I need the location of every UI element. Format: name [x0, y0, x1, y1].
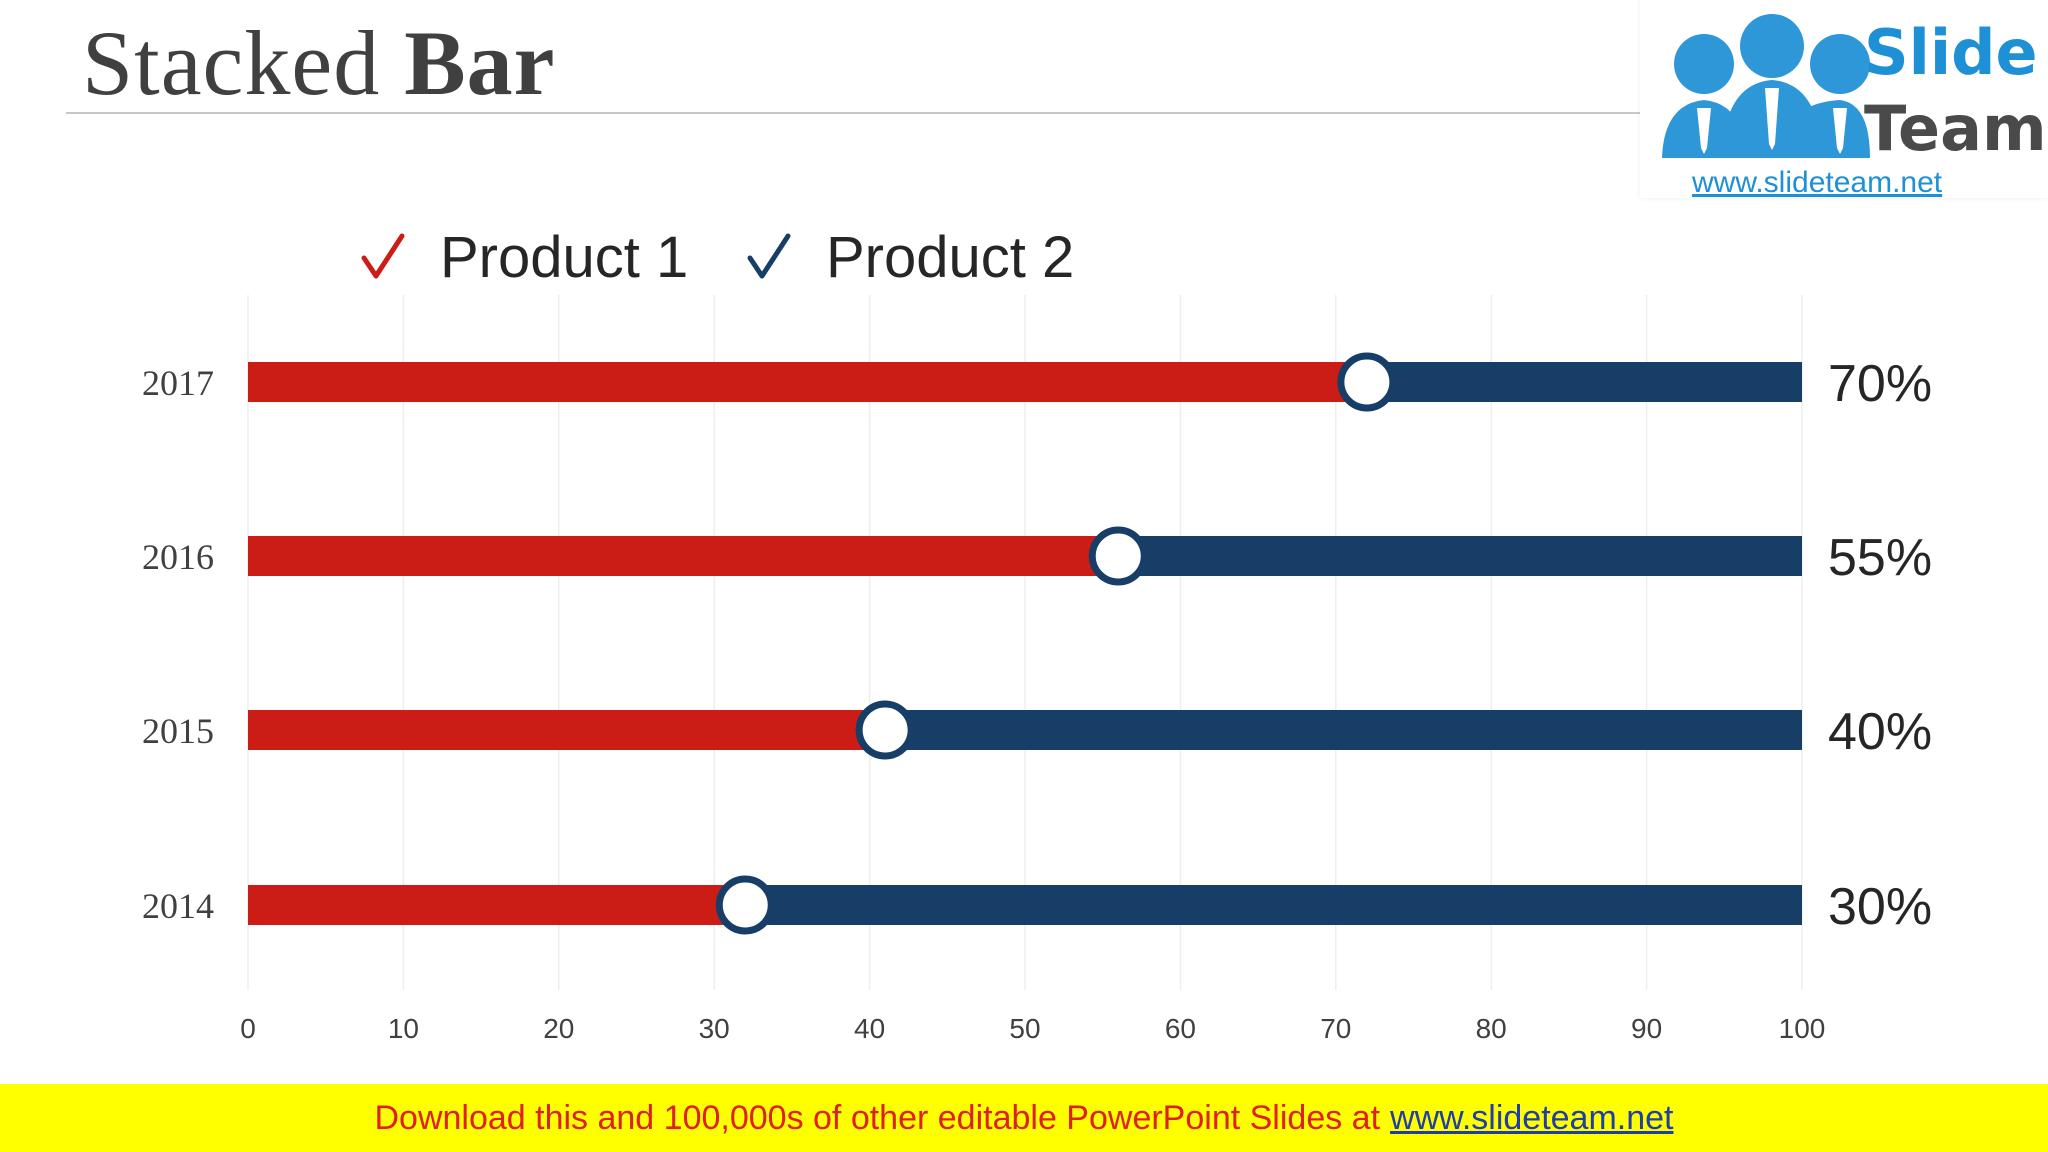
people-icon	[1662, 14, 1870, 158]
chart-legend: Product 1 Product 2	[361, 225, 1074, 290]
bar-marker-2014	[715, 875, 775, 935]
y-axis-label-2017: 2017	[142, 363, 214, 403]
bar-2017-series-2	[1366, 362, 1802, 402]
bar-marker-2015	[855, 700, 915, 760]
data-label-2015: 40%	[1828, 703, 1932, 761]
bar-2014-series-1	[248, 885, 746, 925]
chart-bars: 2017 70% 2016 55% 2015 40% 2014 30%	[142, 352, 1932, 936]
bar-marker-2016	[1088, 526, 1148, 586]
x-tick-label: 100	[1779, 1013, 1826, 1044]
legend-label-series-2: Product 2	[826, 225, 1074, 290]
download-banner: Download this and 100,000s of other edit…	[0, 1084, 2048, 1152]
x-tick-label: 90	[1631, 1013, 1662, 1044]
y-axis-label-2016: 2016	[142, 537, 214, 577]
bar-2016-series-2	[1118, 536, 1802, 576]
data-label-2016: 55%	[1828, 529, 1932, 587]
x-tick-label: 10	[388, 1013, 419, 1044]
chart-gridlines	[247, 295, 1803, 990]
data-label-2017: 70%	[1828, 355, 1932, 413]
banner-text: Download this and 100,000s of other edit…	[374, 1098, 1381, 1137]
bar-2014-series-2	[745, 885, 1802, 925]
checkmark-icon	[747, 233, 791, 279]
bar-marker-2017	[1337, 352, 1397, 412]
slideteam-logo: Slide Team www.slideteam.net	[1640, 0, 2048, 199]
bar-2015-series-1	[248, 710, 886, 750]
x-tick-label: 60	[1165, 1013, 1196, 1044]
x-axis-ticks: 0 10 20 30 40 50 60 70 80 90 100	[240, 1013, 1825, 1044]
x-tick-label: 20	[543, 1013, 574, 1044]
y-axis-label-2015: 2015	[142, 711, 214, 751]
x-tick-label: 30	[699, 1013, 730, 1044]
logo-word-slide: Slide	[1864, 16, 2038, 89]
x-tick-label: 70	[1320, 1013, 1351, 1044]
bar-2015-series-2	[885, 710, 1802, 750]
x-tick-label: 80	[1476, 1013, 1507, 1044]
title-divider	[66, 112, 1640, 114]
bar-2016-series-1	[248, 536, 1119, 576]
banner-link[interactable]: www.slideteam.net	[1390, 1098, 1674, 1137]
x-tick-label: 50	[1009, 1013, 1040, 1044]
legend-label-series-1: Product 1	[440, 225, 688, 290]
x-tick-label: 0	[240, 1013, 256, 1044]
title-regular: Stacked	[82, 12, 405, 114]
title-bold: Bar	[404, 12, 556, 114]
x-tick-label: 40	[854, 1013, 885, 1044]
page-title: Stacked Bar	[82, 10, 555, 116]
data-label-2014: 30%	[1828, 878, 1932, 936]
stacked-bar-chart: Product 1 Product 2 2017 70% 2016 55% 2015 40%…	[142, 225, 1932, 1044]
y-axis-label-2014: 2014	[142, 886, 214, 926]
logo-url-link[interactable]: www.slideteam.net	[1692, 166, 1943, 199]
bar-2017-series-1	[248, 362, 1367, 402]
logo-word-team: Team	[1864, 92, 2047, 165]
checkmark-icon	[361, 233, 405, 279]
